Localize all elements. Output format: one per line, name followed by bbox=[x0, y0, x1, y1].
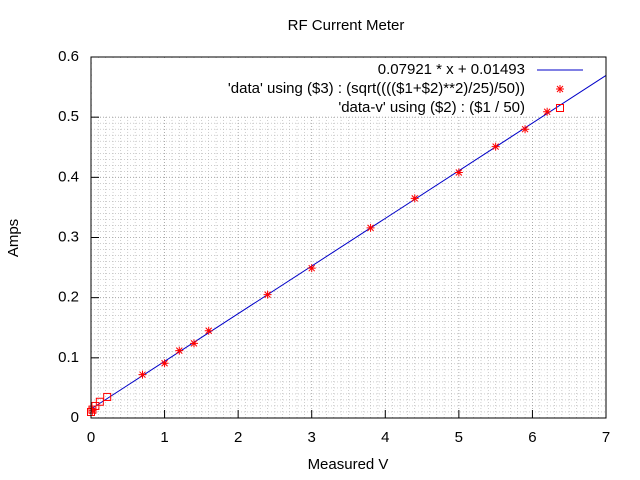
y-tick-label: 0.6 bbox=[58, 48, 79, 65]
x-tick-label: 4 bbox=[381, 429, 389, 446]
legend-box bbox=[92, 58, 605, 117]
point bbox=[454, 168, 463, 177]
y-tick-label: 0.3 bbox=[58, 228, 79, 245]
x-tick-label: 1 bbox=[160, 429, 168, 446]
point bbox=[190, 339, 198, 348]
point bbox=[307, 264, 316, 273]
y-tick-label: 0.2 bbox=[58, 289, 79, 306]
y-tick-label: 0.5 bbox=[58, 108, 79, 125]
point bbox=[410, 194, 419, 203]
legend-swatch bbox=[556, 85, 564, 93]
x-tick-label: 0 bbox=[87, 429, 95, 446]
legend-label: 'data' using ($3) : (sqrt(((($1+$2)**2)/… bbox=[228, 80, 525, 97]
point bbox=[88, 406, 97, 415]
point bbox=[491, 142, 500, 151]
y-tick-label: 0 bbox=[71, 409, 79, 426]
point bbox=[138, 370, 147, 379]
x-tick-label: 2 bbox=[234, 429, 242, 446]
legend-label: 0.07921 * x + 0.01493 bbox=[378, 61, 525, 78]
x-tick-label: 6 bbox=[528, 429, 536, 446]
point bbox=[263, 290, 272, 299]
plot-frame bbox=[90, 56, 607, 419]
point bbox=[366, 223, 375, 232]
x-tick-label: 3 bbox=[308, 429, 316, 446]
legend-label: 'data-v' using ($2) : ($1 / 50) bbox=[338, 99, 525, 116]
y-tick-label: 0.1 bbox=[58, 349, 79, 366]
point bbox=[160, 359, 169, 368]
point bbox=[204, 326, 213, 335]
point bbox=[175, 346, 184, 355]
point bbox=[95, 397, 104, 406]
point bbox=[103, 392, 112, 401]
x-tick-label: 7 bbox=[602, 429, 610, 446]
point bbox=[543, 107, 552, 116]
y-axis-label: Amps bbox=[5, 219, 22, 257]
legend-swatch bbox=[556, 104, 564, 112]
chart-title: RF Current Meter bbox=[288, 17, 405, 34]
point bbox=[91, 401, 100, 410]
fit-line bbox=[90, 74, 607, 410]
x-axis-label: Measured V bbox=[308, 456, 389, 473]
point bbox=[521, 125, 530, 134]
x-tick-label: 5 bbox=[455, 429, 463, 446]
y-tick-label: 0.4 bbox=[58, 168, 79, 185]
